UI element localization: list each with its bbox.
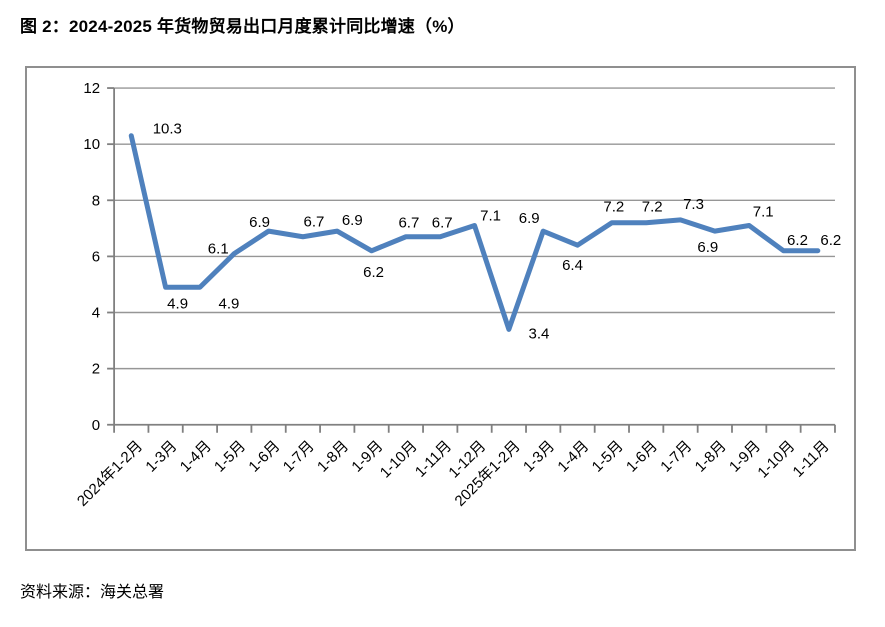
x-tick-label: 1-5月	[211, 438, 249, 476]
x-tick-label: 1-10月	[377, 438, 421, 482]
y-axis-labels: 0 2 4 6 8 10 12	[83, 80, 100, 434]
data-label: 6.7	[432, 215, 453, 232]
data-label: 6.4	[562, 257, 583, 274]
line-chart-canvas: 0246810122024年1-2月1-3月1-4月1-5月1-6月1-7月1-…	[74, 80, 842, 510]
data-labels: 10.3 4.9 4.9 6.1 6.9 6.7 6.9 6.2 6.7 6.7 7.1 3.4 6.9…	[153, 121, 842, 343]
x-tick-label: 1-8月	[314, 438, 352, 476]
x-tick-label: 1-4月	[177, 438, 215, 476]
data-label: 4.9	[219, 295, 240, 312]
data-label: 7.2	[642, 199, 663, 216]
y-tick-label: 2	[92, 361, 100, 378]
x-tick-label: 1-5月	[589, 438, 627, 476]
x-tick-label: 1-11月	[412, 438, 455, 481]
x-tick-label: 1-10月	[754, 438, 798, 482]
data-label: 6.2	[820, 232, 841, 249]
x-tick-label: 1-6月	[623, 438, 661, 476]
data-label: 6.1	[208, 241, 229, 258]
chart-plot-area: 0 2 4 6 8 10 12 2024年1-2月 1-3月 1-4月 1-5月 1-6月 1-7月 1-…	[25, 66, 856, 551]
y-tick-label: 0	[92, 417, 100, 434]
axes	[107, 87, 836, 433]
data-label: 7.3	[683, 196, 704, 213]
data-label: 10.3	[153, 121, 182, 138]
data-label: 7.1	[480, 208, 501, 225]
data-label: 7.2	[603, 199, 624, 216]
x-tick-label: 1-6月	[245, 438, 283, 476]
data-label: 6.9	[342, 212, 363, 229]
y-tick-label: 6	[92, 248, 100, 265]
x-tick-label: 1-4月	[554, 438, 592, 476]
x-tick-label: 2024年1-2月	[74, 438, 146, 510]
x-tick-label: 1-3月	[520, 438, 558, 476]
data-label: 7.1	[753, 204, 774, 221]
data-label: 3.4	[528, 325, 549, 342]
chart-title: 图 2：2024-2025 年货物贸易出口月度累计同比增速（%）	[20, 17, 465, 36]
x-tick-label: 1-3月	[142, 438, 180, 476]
x-tick-label: 1-7月	[280, 438, 318, 476]
data-label: 6.7	[398, 215, 419, 232]
x-tick-label: 1-11月	[790, 438, 833, 481]
data-label: 6.7	[303, 214, 324, 231]
x-tick-label: 1-8月	[692, 438, 730, 476]
y-tick-label: 4	[92, 305, 100, 322]
data-label: 6.9	[697, 239, 718, 256]
x-axis-labels: 2024年1-2月1-3月1-4月1-5月1-6月1-7月1-8月1-9月1-1…	[74, 438, 833, 510]
x-tick-label: 1-7月	[657, 438, 695, 476]
y-tick-label: 8	[92, 192, 100, 209]
data-label: 4.9	[167, 295, 188, 312]
data-label: 6.9	[249, 214, 270, 231]
y-tick-label: 12	[83, 80, 100, 97]
data-label: 6.2	[787, 232, 808, 249]
data-label: 6.9	[519, 210, 540, 227]
data-line	[128, 133, 821, 332]
y-tick-label: 10	[83, 136, 100, 153]
data-label: 6.2	[363, 264, 384, 281]
source-note: 资料来源：海关总署	[20, 584, 165, 601]
